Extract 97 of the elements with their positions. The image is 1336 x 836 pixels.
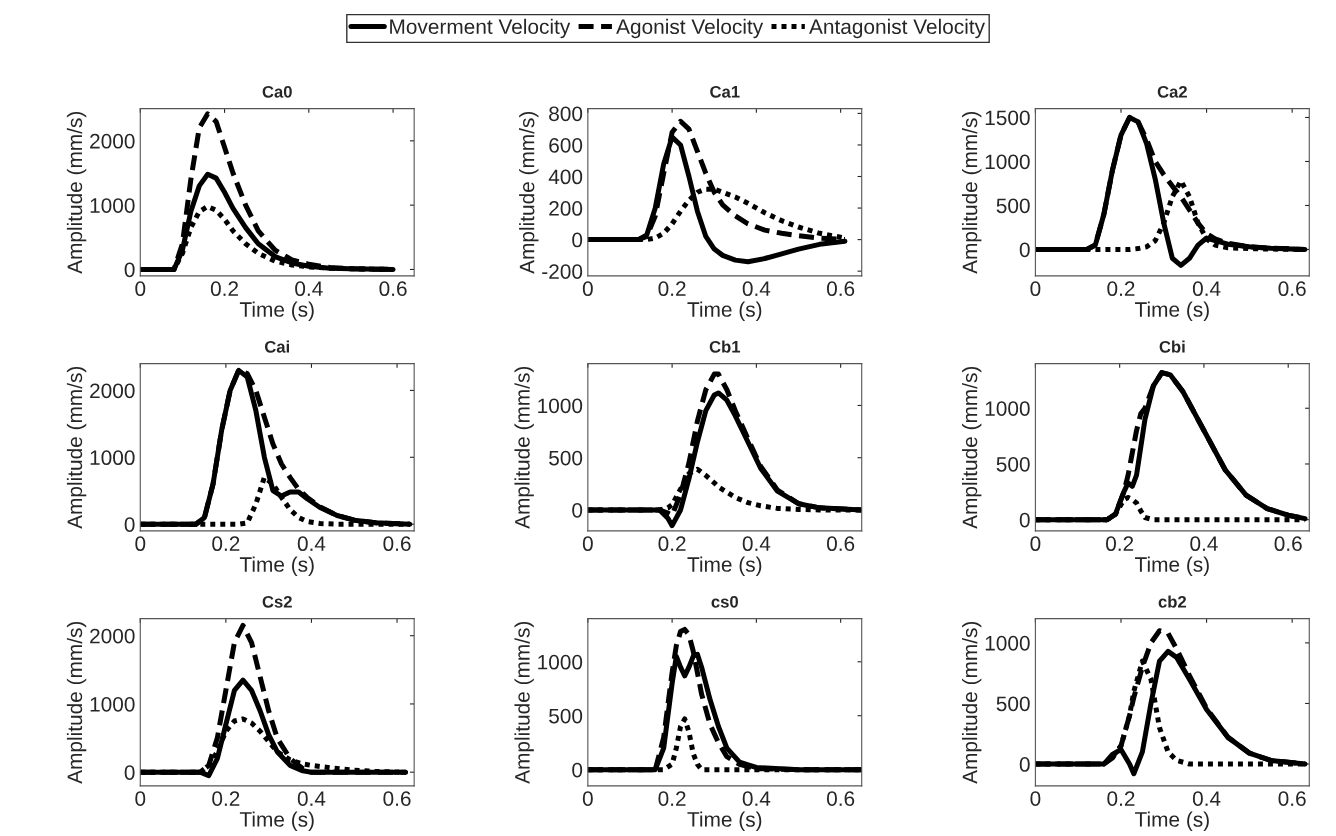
x-axis-title: Time (s)	[239, 301, 314, 321]
y-tick-label: 500	[549, 708, 583, 724]
x-axis-title: Time (s)	[687, 811, 762, 831]
y-tick-label: 2000	[90, 133, 135, 149]
x-tick-label: 0.6	[1278, 791, 1306, 806]
y-tick-label: 0	[124, 765, 135, 780]
y-tick-label: 500	[549, 450, 583, 466]
x-tick-label: 0	[1030, 791, 1041, 806]
y-axis-title: Amplitude (mm/s)	[962, 366, 982, 529]
x-axis-title: Time (s)	[1135, 301, 1209, 321]
x-axis-title: Time (s)	[239, 811, 314, 831]
chart-title: Cai	[264, 340, 290, 353]
y-tick-label: 2000	[90, 628, 135, 644]
x-tick-label: 0.6	[826, 536, 855, 552]
y-tick-label: 0	[1019, 242, 1030, 258]
x-tick-label: 0.4	[742, 281, 771, 297]
x-tick-label: 0.2	[1107, 791, 1135, 806]
legend-label: Moverment Velocity	[390, 18, 571, 39]
chart-title: Ca2	[1157, 85, 1187, 98]
chart-title: Cbi	[1159, 340, 1185, 353]
y-tick-label: 1500	[985, 110, 1030, 126]
legend-label: Agonist Velocity	[616, 18, 764, 39]
y-tick-label: 1000	[90, 696, 135, 712]
chart-title: cs0	[711, 595, 738, 608]
y-tick-label: 1000	[538, 398, 583, 414]
y-tick-label: 1000	[90, 450, 135, 466]
x-axis-title: Time (s)	[239, 556, 314, 576]
x-tick-label: 0	[1030, 281, 1041, 297]
x-tick-label: 0.4	[742, 791, 771, 806]
y-tick-label: 1000	[985, 154, 1030, 170]
x-tick-label: 0.6	[1278, 281, 1306, 297]
x-tick-label: 0.4	[1190, 536, 1218, 552]
x-tick-label: 0.2	[1106, 536, 1134, 552]
y-tick-label: 200	[549, 201, 583, 216]
y-tick-label: 500	[996, 696, 1030, 712]
x-tick-label: 0.4	[297, 791, 326, 806]
y-axis-title: Amplitude (mm/s)	[66, 366, 87, 529]
x-tick-label: 0.2	[1107, 281, 1135, 297]
y-tick-label: 500	[996, 198, 1030, 214]
y-tick-label: 0	[124, 262, 135, 278]
y-tick-label: 1000	[90, 198, 135, 213]
y-axis-title: Amplitude (mm/s)	[519, 111, 539, 274]
x-tick-label: 0	[582, 791, 593, 806]
x-tick-label: 0.6	[383, 536, 411, 552]
y-tick-label: 0	[1019, 757, 1030, 772]
x-tick-label: 0.2	[210, 281, 238, 297]
y-tick-label: 0	[572, 232, 583, 248]
x-tick-label: 0.2	[658, 791, 686, 806]
x-tick-label: 0.6	[826, 791, 855, 806]
x-tick-label: 0	[582, 536, 593, 552]
y-axis-title: Amplitude (mm/s)	[66, 111, 87, 274]
x-tick-label: 0	[135, 281, 146, 297]
y-tick-label: 0	[572, 762, 583, 778]
y-axis-title: Amplitude (mm/s)	[514, 366, 534, 529]
x-axis-title: Time (s)	[1135, 556, 1209, 576]
x-tick-label: 0.2	[658, 536, 686, 552]
y-axis-title: Amplitude (mm/s)	[66, 621, 87, 784]
x-tick-label: 0	[135, 791, 146, 806]
x-axis-title: Time (s)	[1135, 811, 1209, 831]
x-tick-label: 0	[582, 281, 593, 297]
x-tick-label: 0.4	[1192, 791, 1221, 806]
x-tick-label: 0.4	[1192, 281, 1221, 297]
x-tick-label: 0.4	[295, 281, 323, 297]
x-tick-label: 0.2	[658, 281, 686, 297]
x-tick-label: 0.2	[212, 536, 240, 552]
y-axis-title: Amplitude (mm/s)	[514, 621, 534, 784]
x-axis-title: Time (s)	[687, 556, 762, 576]
y-tick-label: 0	[572, 502, 583, 518]
y-tick-label: -200	[542, 264, 583, 279]
chart-title: Ca0	[262, 85, 292, 98]
y-tick-label: 500	[996, 456, 1030, 472]
legend-label: Antagonist Velocity	[809, 18, 985, 39]
y-tick-label: 1000	[985, 401, 1030, 416]
y-tick-label: 400	[548, 169, 583, 185]
x-tick-label: 0.6	[379, 281, 407, 297]
chart-title: cb2	[1158, 595, 1187, 608]
y-tick-label: 1000	[985, 635, 1030, 651]
x-axis-title: Time (s)	[687, 301, 762, 321]
y-tick-label: 0	[124, 517, 135, 532]
y-tick-label: 800	[549, 106, 583, 122]
y-tick-label: 600	[549, 137, 583, 153]
x-tick-label: 0.4	[297, 536, 326, 552]
chart-title: Ca1	[710, 85, 740, 98]
chart-title: Cb1	[709, 340, 741, 353]
x-tick-label: 0.6	[1274, 536, 1302, 552]
y-tick-label: 2000	[90, 383, 135, 399]
x-tick-label: 0	[1030, 536, 1041, 552]
y-axis-title: Amplitude (mm/s)	[962, 111, 982, 274]
y-tick-label: 0	[1019, 512, 1030, 528]
x-tick-label: 0.6	[826, 281, 855, 297]
y-tick-label: 1000	[538, 654, 583, 670]
y-axis-title: Amplitude (mm/s)	[962, 621, 982, 784]
x-tick-label: 0.6	[383, 791, 411, 806]
chart-title: Cs2	[262, 595, 292, 608]
x-tick-label: 0.2	[212, 791, 240, 806]
x-tick-label: 0.4	[742, 536, 771, 552]
x-tick-label: 0	[135, 536, 146, 552]
